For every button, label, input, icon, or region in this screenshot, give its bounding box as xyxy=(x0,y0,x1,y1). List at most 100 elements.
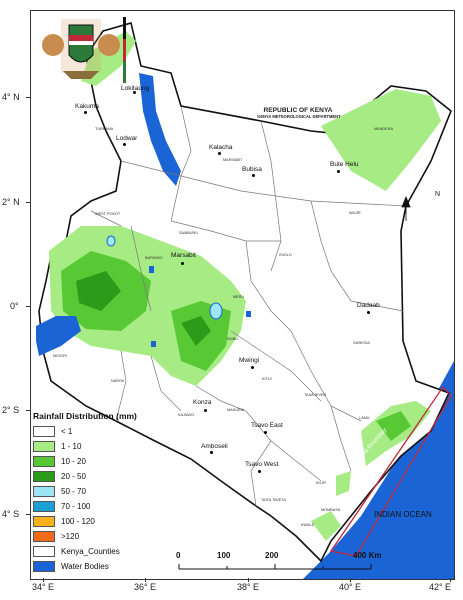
county-label: WAJIR xyxy=(349,211,361,215)
lat-label: 4° S xyxy=(2,509,20,519)
lon-tick xyxy=(450,578,451,582)
lake-victoria xyxy=(36,316,81,356)
ocean-label: INDIAN OCEAN xyxy=(374,510,432,519)
legend-swatch xyxy=(33,456,55,467)
north-arrow-icon xyxy=(401,195,411,221)
county-label: NAROK xyxy=(111,379,125,383)
city-label: Tsavo West xyxy=(245,461,279,468)
county-label: KITUI xyxy=(262,377,272,381)
lon-tick xyxy=(350,578,351,582)
county-label: KAJIADO xyxy=(178,413,195,417)
lon-label: 38° E xyxy=(236,582,260,592)
legend-swatch xyxy=(33,561,55,572)
lake-small-5 xyxy=(246,311,251,317)
city-label: Kalacha xyxy=(209,144,233,151)
lat-tick xyxy=(26,97,30,98)
scale-label: 400 Km xyxy=(353,551,382,560)
lat-label: 2° S xyxy=(2,405,20,415)
country-title: REPUBLIC OF KENYA xyxy=(263,107,333,114)
territorial-boundary xyxy=(329,385,452,557)
city-dot xyxy=(264,431,267,434)
rain-light-se xyxy=(311,511,341,541)
lake-small-4 xyxy=(151,341,156,347)
county-label: LAMU xyxy=(359,416,370,420)
rain-dark-west xyxy=(76,271,121,311)
county-label: MERU xyxy=(233,295,245,299)
legend-item: < 1 xyxy=(33,424,173,439)
legend-item: >120 xyxy=(33,529,173,544)
city-dot xyxy=(367,311,370,314)
city-label: Marsabit xyxy=(171,252,196,259)
lon-label: 42° E xyxy=(428,582,452,592)
lon-label: 34° E xyxy=(31,582,55,592)
city-dot xyxy=(252,174,255,177)
lake-small-2 xyxy=(106,235,116,247)
legend-item: 50 - 70 xyxy=(33,484,173,499)
city-dot xyxy=(133,91,136,94)
city-dot xyxy=(204,409,207,412)
legend-label: >120 xyxy=(61,532,80,541)
legend-swatch xyxy=(33,471,55,482)
city-label: Lodwar xyxy=(116,135,138,142)
scale-label: 0 xyxy=(176,551,181,560)
city-label: Bute Helu xyxy=(330,161,359,168)
rain-light-coast2 xyxy=(336,471,351,496)
legend-label: < 1 xyxy=(61,427,73,436)
lake-small-3 xyxy=(149,266,154,273)
county-label: BARINGO xyxy=(145,256,163,260)
map-canvas xyxy=(36,21,454,579)
legend-swatch xyxy=(33,441,55,452)
legend-label: Water Bodies xyxy=(61,562,109,571)
city-label: Bubisa xyxy=(242,166,262,173)
legend-item: 10 - 20 xyxy=(33,454,173,469)
county-boundaries xyxy=(90,105,407,507)
county-label: SAMBURU xyxy=(179,231,198,235)
county-label: TAITA TAVETA xyxy=(261,498,286,502)
city-dot xyxy=(258,470,261,473)
scale-label: 200 xyxy=(265,551,279,560)
legend-item: 20 - 50 xyxy=(33,469,173,484)
county-label: WEST POKOT xyxy=(95,212,121,216)
city-label: Konza xyxy=(193,399,212,406)
department-title: KENYA METEOROLOGICAL DEPARTMENT xyxy=(257,114,341,119)
legend-title: Rainfall Distribution (mm) xyxy=(33,411,137,421)
map-frame: REPUBLIC OF KENYA KENYA METEOROLOGICAL D… xyxy=(30,10,455,580)
lat-label: 4° N xyxy=(2,92,20,102)
scale-bar xyxy=(178,564,372,570)
lon-label: 40° E xyxy=(338,582,362,592)
lat-label: 0° xyxy=(10,301,19,311)
city-label: Tsavo East xyxy=(251,422,283,429)
city-dot xyxy=(181,262,184,265)
county-label: TURKANA xyxy=(95,127,114,131)
lat-label: 2° N xyxy=(2,197,20,207)
legend-label: 50 - 70 xyxy=(61,487,86,496)
county-label: KILIFI xyxy=(316,481,327,485)
legend-item: 70 - 100 xyxy=(33,499,173,514)
city-label: Amboseli xyxy=(201,443,228,450)
city-label: Dadaab xyxy=(357,302,380,309)
county-label: MAKUENI xyxy=(227,408,245,412)
lon-label: 36° E xyxy=(133,582,157,592)
legend-swatch xyxy=(33,486,55,497)
city-dot xyxy=(337,170,340,173)
city-dot xyxy=(218,152,221,155)
legend-swatch xyxy=(33,501,55,512)
lat-tick xyxy=(26,306,30,307)
lake-turkana xyxy=(139,73,181,186)
county-label: KWALE xyxy=(301,523,315,527)
city-dot xyxy=(123,143,126,146)
lake-small-1 xyxy=(209,302,223,320)
county-label: TANA RIVER xyxy=(304,393,327,397)
city-dot xyxy=(251,366,254,369)
city-label: Lokitaung xyxy=(121,85,150,92)
legend-item: 1 - 10 xyxy=(33,439,173,454)
legend-swatch xyxy=(33,516,55,527)
lon-tick xyxy=(145,578,146,582)
city-dot xyxy=(84,111,87,114)
legend: Rainfall Distribution (mm) < 1 1 - 10 10… xyxy=(33,411,173,574)
indian-ocean xyxy=(303,361,454,579)
legend-label: 10 - 20 xyxy=(61,457,86,466)
county-label: MOMBASA xyxy=(321,508,341,512)
legend-item: Water Bodies xyxy=(33,559,173,574)
legend-label: 100 - 120 xyxy=(61,517,95,526)
